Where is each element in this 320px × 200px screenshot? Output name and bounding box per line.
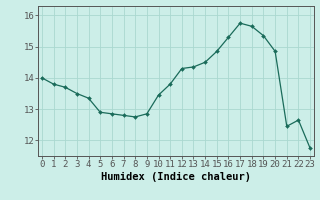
X-axis label: Humidex (Indice chaleur): Humidex (Indice chaleur)	[101, 172, 251, 182]
